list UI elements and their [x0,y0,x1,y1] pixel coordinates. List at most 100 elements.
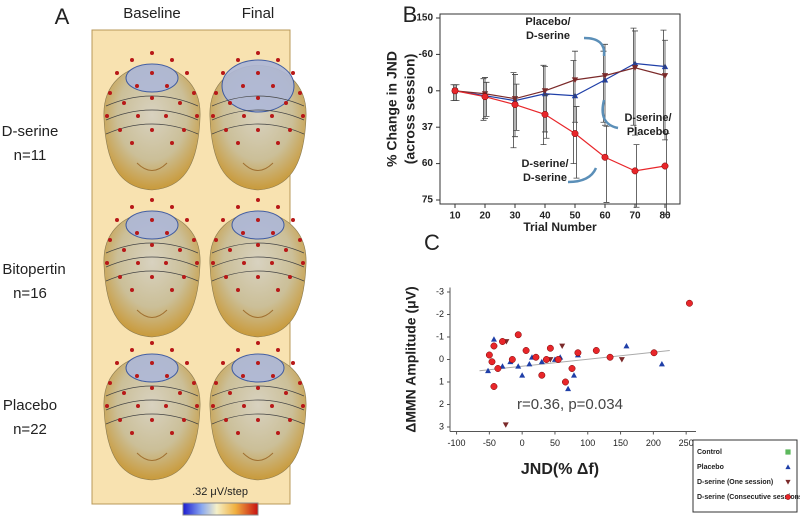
electrode [150,386,154,390]
annotation: Placebo/ [525,16,570,28]
point [490,342,498,350]
x-axis-label: JND(% Δf) [521,461,599,478]
electrode [276,141,280,145]
contour-blue [231,353,285,383]
plot-frame [439,13,681,205]
contour [211,413,305,425]
point [519,372,526,378]
electrode [236,205,240,209]
contour-blue [125,210,179,240]
x-tick-label: 100 [580,438,595,448]
legend-label: Control [697,449,722,456]
point [559,343,566,349]
point [606,353,614,361]
electrode [256,341,260,345]
error-bar [572,50,578,123]
contour [105,399,199,411]
y-axis-label: ΔMMN Amplitude (μV) [403,286,419,432]
point [571,77,579,84]
electrode [291,71,295,75]
x-tick-label: 150 [613,438,628,448]
electrode [165,231,169,235]
electrode [211,261,215,265]
electrode [135,84,139,88]
face [242,162,274,171]
color-scale [182,502,259,516]
electrode [288,418,292,422]
electrode [256,198,260,202]
face [242,452,274,461]
electrode [214,238,218,242]
electrode [192,238,196,242]
electrode [298,381,302,385]
electrode [228,391,232,395]
point [618,357,625,363]
electrode [178,248,182,252]
electrode [150,341,154,345]
face [242,309,274,318]
contour [105,123,199,135]
point [514,331,522,339]
point [574,349,582,357]
point [490,336,497,342]
electrode [211,114,215,118]
y-tick-label: -1 [436,331,444,341]
row-label: D-serine [2,123,59,140]
y-tick-label: -3 [436,286,444,296]
electrode [214,91,218,95]
electrode [228,101,232,105]
contour [105,109,199,121]
electrode [256,275,260,279]
electrode [242,114,246,118]
point [541,110,549,118]
electrode [256,71,260,75]
x-axis-label: Trial Number [523,220,597,234]
annotation: Placebo [627,126,669,138]
legend-label: D-serine (One session) [697,479,773,486]
row-n: n=11 [14,147,47,164]
point [601,73,609,79]
annotation: D-serine [523,172,567,184]
row-label: Placebo [3,397,57,414]
electrode [270,404,274,408]
electrode [236,141,240,145]
point [451,87,459,95]
electrode [150,418,154,422]
electrode [130,348,134,352]
y-tick-label: 75 [422,195,434,206]
x-tick-label: 200 [646,438,661,448]
electrode [170,348,174,352]
electrode [256,418,260,422]
electrode [164,114,168,118]
point [623,343,630,349]
x-tick-label: 60 [599,211,611,222]
point [499,338,506,345]
contour [105,413,199,425]
y-tick-label: 2 [439,399,444,409]
row-label: Bitopertin [2,261,65,278]
point [511,101,519,109]
electrode [122,391,126,395]
y-axis-label: (across session) [402,54,418,165]
electrode [236,431,240,435]
electrode [136,404,140,408]
point [481,93,489,101]
electrode [170,431,174,435]
error-bar [660,29,667,133]
contour-blue [221,59,295,113]
error-bar [662,39,668,141]
point [494,365,502,372]
annotation: D-serine/ [521,158,568,170]
series-line [454,62,666,102]
point [658,361,665,367]
electrode [178,101,182,105]
electrode [228,248,232,252]
point [650,349,658,357]
legend-label: D-serine (Consecutive sessions) [697,494,800,501]
electrode [150,96,154,100]
electrode [270,114,274,118]
electrode [236,58,240,62]
electrode [236,288,240,292]
legend-swatch [785,494,791,500]
point [542,356,550,363]
